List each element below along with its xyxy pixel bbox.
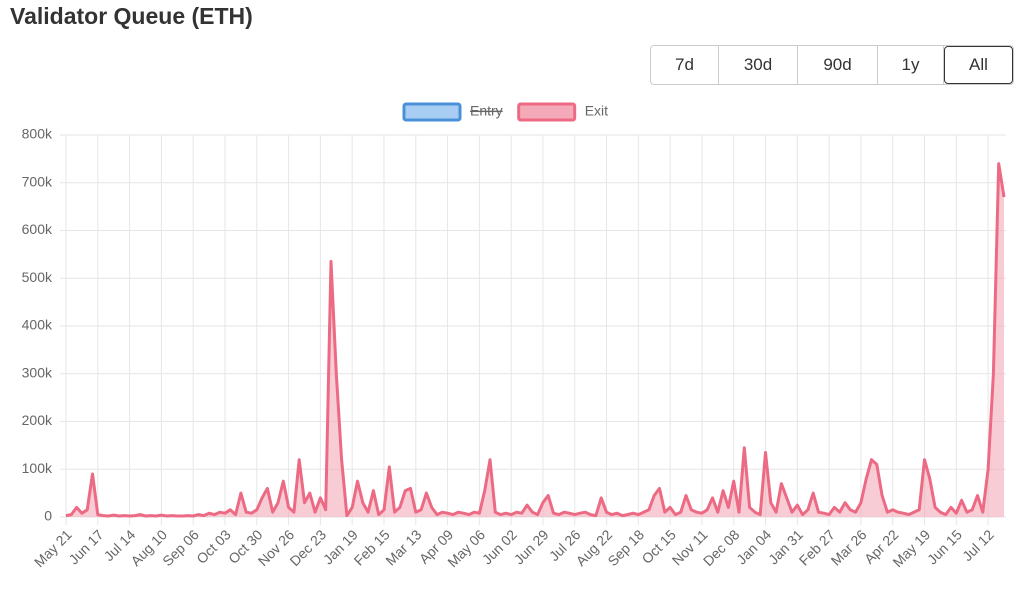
x-tick-label: Jun 29 [511,526,552,567]
legend-label: Exit [585,103,608,119]
x-tick-label: Dec 23 [286,526,329,569]
y-tick-label: 700k [22,173,53,189]
y-tick-label: 500k [22,269,53,285]
series-line [65,162,1006,518]
y-tick-label: 200k [22,412,53,428]
range-button[interactable]: 7d [651,46,719,84]
range-button[interactable]: 1y [878,46,944,84]
range-button[interactable]: 90d [798,46,878,84]
legend-swatch [402,102,462,122]
x-tick-label: Mar 26 [828,526,870,568]
x-tick-label: May 21 [31,526,75,570]
range-button[interactable]: All [944,46,1013,84]
x-tick-label: Sep 06 [159,526,202,569]
chart-title: Validator Queue (ETH) [10,3,253,29]
x-tick-label: Mar 13 [382,526,424,568]
legend-label: Entry [470,103,503,119]
y-tick-label: 300k [22,364,53,380]
y-tick-label: 800k [22,126,53,142]
x-tick-label: Sep 18 [604,526,647,569]
x-tick-label: Oct 03 [193,526,234,567]
y-tick-label: 400k [22,317,53,333]
y-tick-label: 0 [44,508,52,524]
x-tick-label: Jun 02 [479,526,520,567]
range-button[interactable]: 30d [719,46,798,84]
y-tick-label: 100k [22,460,53,476]
range-selector: 7d 30d 90d 1y All [650,45,1014,85]
series-area [66,163,1004,517]
x-tick-label: Jul 12 [959,526,997,564]
x-tick-label: Jun 17 [65,526,106,567]
x-tick-label: Dec 08 [700,526,743,569]
legend-swatch [517,102,577,122]
y-tick-label: 600k [22,221,53,237]
x-tick-label: Jan 04 [733,526,774,567]
x-tick-label: Jun 15 [924,526,965,567]
